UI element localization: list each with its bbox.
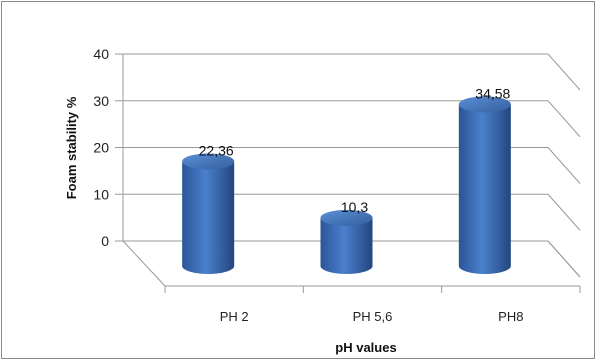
- bar-cap: [458, 96, 511, 113]
- y-axis: 0 10 20 30 40: [93, 46, 123, 249]
- x-axis-title: pH values: [335, 340, 396, 355]
- x-tick-label: PH8: [498, 309, 523, 324]
- bar: [458, 96, 511, 274]
- y-tick-label: 40: [93, 46, 109, 62]
- bar-body: [458, 104, 511, 274]
- y-tick-label: 10: [93, 186, 109, 202]
- y-tick-label: 30: [93, 93, 109, 109]
- gridline-side: [547, 100, 581, 138]
- data-label: 22,36: [199, 142, 234, 158]
- x-tick-label: PH 2: [220, 309, 249, 324]
- floor-back-edge: [547, 240, 581, 278]
- data-label: 34,58: [475, 85, 510, 101]
- y-tick-label: 20: [93, 140, 109, 156]
- data-label: 10,3: [341, 199, 368, 215]
- floor-left-edge: [122, 240, 166, 287]
- y-axis-title: Foam stability %: [64, 96, 79, 199]
- gridline-side: [547, 53, 581, 91]
- bar-cap: [320, 209, 373, 226]
- chart-floor: [165, 240, 581, 287]
- data-labels: 22,36 10,3 34,58: [199, 85, 511, 215]
- y-tick-label: 0: [101, 233, 109, 249]
- bar: [182, 153, 235, 274]
- bar-cap: [182, 153, 235, 170]
- bar: [320, 209, 373, 274]
- x-axis: PH 2 PH 5,6 PH8: [164, 286, 581, 324]
- gridline-side: [547, 147, 581, 184]
- bar-body: [182, 161, 235, 274]
- gridline-side: [547, 193, 581, 231]
- x-tick-label: PH 5,6: [353, 309, 393, 324]
- bars: [182, 96, 511, 274]
- bar-body: [320, 217, 373, 274]
